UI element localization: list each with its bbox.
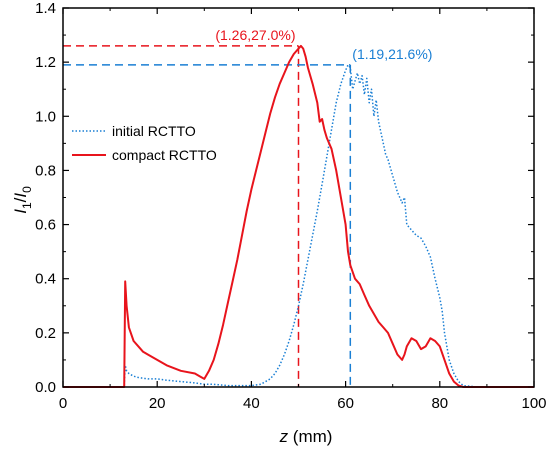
annotation-label: (1.26,27.0%) [215, 27, 295, 43]
x-tick-label: 100 [521, 395, 546, 412]
x-tick-label: 60 [337, 395, 354, 412]
x-axis-unit: (mm) [288, 427, 332, 446]
legend-label-compact: compact RCTTO [112, 147, 217, 163]
y-tick-labels: 0.0 0.2 0.4 0.6 0.8 1.0 1.2 1.4 [35, 0, 56, 396]
x-axis-variable: z [279, 427, 289, 446]
y-tick-label: 1.4 [35, 0, 56, 17]
x-tick-labels: 0 20 40 60 80 100 [59, 395, 547, 412]
annotation-label: (1.19,21.6%) [352, 46, 432, 62]
x-tick-label: 20 [149, 395, 166, 412]
y-tick-label: 0.6 [35, 217, 56, 234]
y-tick-label: 1.0 [35, 108, 56, 125]
x-axis-title: z (mm) [279, 427, 333, 446]
x-tick-label: 80 [431, 395, 448, 412]
annotation-guide-lines [63, 45, 352, 387]
axis-ticks [62, 7, 535, 388]
y-tick-label: 0.4 [35, 271, 56, 288]
annotation-labels: (1.26,27.0%) (1.19,21.6%) [215, 27, 432, 62]
x-tick-label: 40 [243, 395, 260, 412]
y-tick-label: 0.2 [35, 325, 56, 342]
series-layer [63, 44, 534, 388]
y-tick-label: 0.8 [35, 162, 56, 179]
legend: initial RCTTO compact RCTTO [72, 123, 217, 163]
y-axis-title: I1/I0 [11, 186, 34, 214]
y-tick-label: 0.0 [35, 379, 56, 396]
series-line-compact-rctto [63, 44, 534, 388]
y-tick-label: 1.2 [35, 54, 56, 71]
legend-label-initial: initial RCTTO [112, 123, 196, 139]
x-tick-label: 0 [59, 395, 67, 412]
